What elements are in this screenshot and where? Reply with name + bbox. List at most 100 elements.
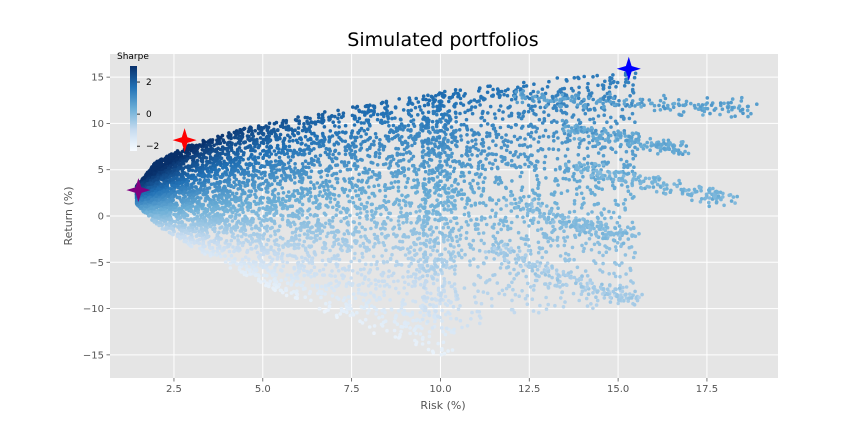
portfolio-point [388, 285, 392, 289]
portfolio-point [175, 172, 179, 176]
portfolio-point [361, 282, 365, 286]
portfolio-point [261, 149, 265, 153]
portfolio-point [397, 164, 401, 168]
portfolio-point [282, 126, 286, 130]
portfolio-point [397, 223, 401, 227]
portfolio-point [250, 173, 254, 177]
portfolio-point [192, 223, 196, 227]
portfolio-point [374, 210, 378, 214]
portfolio-point [265, 205, 269, 209]
portfolio-point [322, 268, 326, 272]
portfolio-point [378, 297, 382, 301]
portfolio-point [296, 261, 300, 265]
portfolio-point [296, 209, 300, 213]
portfolio-point [378, 142, 382, 146]
portfolio-point [442, 340, 446, 344]
portfolio-point [398, 240, 402, 244]
portfolio-point [393, 320, 397, 324]
portfolio-point [159, 208, 163, 212]
portfolio-point [375, 298, 379, 302]
portfolio-point [291, 192, 295, 196]
portfolio-point [282, 169, 286, 173]
portfolio-point [326, 308, 330, 312]
portfolio-point [284, 167, 288, 171]
portfolio-point [433, 320, 437, 324]
portfolio-point [254, 196, 258, 200]
portfolio-point [419, 305, 423, 309]
portfolio-point [372, 331, 376, 335]
portfolio-point [184, 183, 188, 187]
portfolio-point [378, 189, 382, 193]
portfolio-point [421, 336, 425, 340]
portfolio-point [419, 247, 423, 251]
portfolio-point [350, 182, 354, 186]
portfolio-point [359, 268, 363, 272]
portfolio-point [191, 199, 195, 203]
portfolio-point [196, 211, 200, 215]
portfolio-point [331, 120, 335, 124]
portfolio-point [429, 292, 433, 296]
portfolio-point [370, 175, 374, 179]
portfolio-point [355, 311, 359, 315]
portfolio-point [317, 170, 321, 174]
portfolio-point [328, 191, 332, 195]
portfolio-point [413, 253, 417, 257]
portfolio-point [386, 234, 390, 238]
portfolio-point [234, 152, 238, 156]
portfolio-point [297, 243, 301, 247]
portfolio-point [286, 254, 290, 258]
portfolio-point [409, 314, 413, 318]
portfolio-point [358, 110, 362, 114]
portfolio-point [359, 135, 363, 139]
portfolio-point [269, 245, 273, 249]
portfolio-point [227, 184, 231, 188]
portfolio-point [321, 251, 325, 255]
portfolio-point [310, 142, 314, 146]
portfolio-point [409, 275, 413, 279]
portfolio-point [255, 245, 259, 249]
portfolio-point [239, 222, 243, 226]
portfolio-point [208, 186, 212, 190]
portfolio-point [334, 156, 338, 160]
portfolio-point [337, 113, 341, 117]
portfolio-point [385, 100, 389, 104]
portfolio-point [198, 178, 202, 182]
portfolio-point [412, 231, 416, 235]
portfolio-point [288, 136, 292, 140]
portfolio-point [390, 171, 394, 175]
portfolio-point [388, 212, 392, 216]
portfolio-point [303, 287, 307, 291]
portfolio-point [393, 180, 397, 184]
portfolio-point [391, 175, 395, 179]
portfolio-point [275, 134, 279, 138]
portfolio-point [390, 181, 394, 185]
portfolio-point [413, 243, 417, 247]
portfolio-point [231, 235, 235, 239]
portfolio-point [414, 276, 418, 280]
portfolio-point [196, 222, 200, 226]
portfolio-point [216, 207, 220, 211]
portfolio-point [266, 238, 270, 242]
portfolio-point [238, 266, 242, 270]
portfolio-point [304, 257, 308, 261]
portfolio-point [373, 106, 377, 110]
portfolio-point [195, 227, 199, 231]
portfolio-point [257, 227, 261, 231]
portfolio-point [354, 296, 358, 300]
portfolio-point [376, 163, 380, 167]
portfolio-point [309, 137, 313, 141]
portfolio-point [382, 294, 386, 298]
portfolio-point [276, 182, 280, 186]
portfolio-point [320, 285, 324, 289]
portfolio-point [241, 244, 245, 248]
portfolio-point [402, 108, 406, 112]
portfolio-point [153, 172, 157, 176]
portfolio-point [362, 121, 366, 125]
portfolio-point [321, 113, 325, 117]
portfolio-point [304, 128, 308, 132]
portfolio-point [284, 121, 288, 125]
portfolio-point [337, 194, 341, 198]
portfolio-point [418, 311, 422, 315]
portfolio-point [378, 171, 382, 175]
